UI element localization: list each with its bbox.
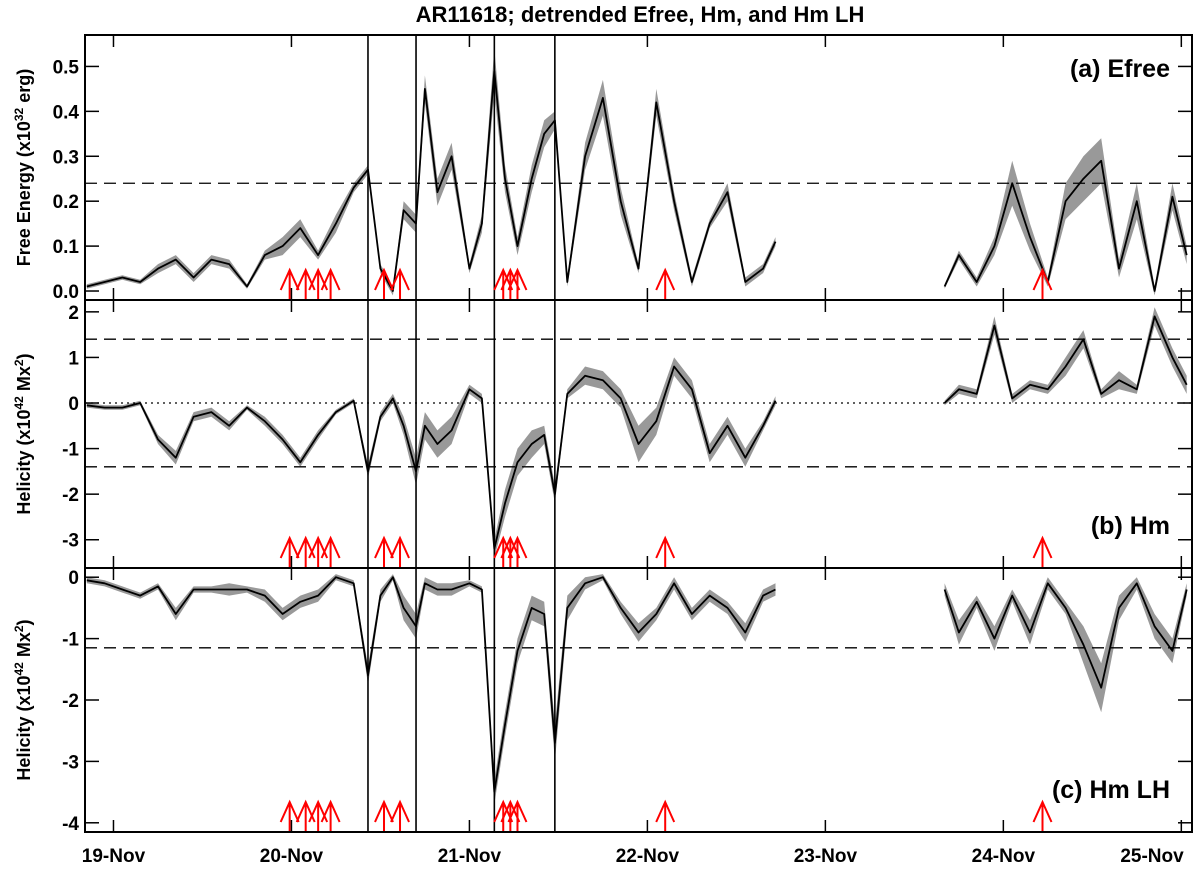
y-tick-label: 0 — [68, 394, 79, 415]
y-axis-label-part: Mx — [14, 366, 34, 396]
y-tick-label: -2 — [62, 691, 79, 712]
flare-arrow — [655, 267, 676, 300]
data-line — [86, 70, 1188, 292]
y-axis-label-superscript: 32 — [12, 107, 26, 121]
y-tick-label: 1 — [68, 348, 79, 369]
flare-arrow — [390, 535, 410, 568]
y-axis-label-part: ) — [14, 619, 34, 625]
data-line — [86, 576, 1188, 793]
y-axis-label-part: erg) — [14, 69, 34, 108]
flare-arrow — [1032, 799, 1053, 832]
x-tick-label: 23-Nov — [794, 846, 858, 867]
y-axis-label: Helicity (x1042 Mx2) — [12, 353, 34, 514]
y-tick-label: 0.5 — [53, 57, 80, 78]
y-tick-label: 0.0 — [53, 282, 79, 303]
y-axis-label-part: Helicity (x10 — [14, 676, 34, 781]
flare-arrow — [655, 535, 676, 568]
y-axis-label-superscript: 42 — [12, 662, 26, 676]
flare-arrow — [320, 535, 341, 568]
flare-arrow — [1032, 267, 1053, 300]
panel-2 — [85, 568, 1192, 832]
panel-label: (b) Hm — [1091, 512, 1170, 540]
flare-arrow — [374, 267, 394, 300]
flare-arrow — [320, 267, 341, 300]
x-tick-label: 19-Nov — [82, 846, 146, 867]
uncertainty-band — [86, 574, 1187, 805]
flare-arrow — [320, 799, 341, 832]
y-axis-label-superscript: 2 — [12, 359, 26, 366]
figure-title: AR11618; detrended Efree, Hm, and Hm LH — [416, 2, 865, 27]
flare-arrow — [374, 535, 394, 568]
flare-arrow — [507, 267, 528, 300]
flare-arrow — [390, 267, 410, 300]
flare-arrow — [279, 799, 300, 832]
panel-0 — [85, 35, 1192, 300]
x-tick-label: 22-Nov — [616, 846, 680, 867]
x-tick-label: 24-Nov — [972, 846, 1036, 867]
y-tick-label: -4 — [62, 814, 79, 835]
flare-arrow — [279, 535, 300, 568]
flare-arrow — [390, 799, 410, 832]
y-tick-label: -3 — [62, 531, 79, 552]
y-axis-label-part: Free Energy (x10 — [14, 121, 34, 266]
flare-arrow — [507, 799, 528, 832]
y-axis-label-part: Mx — [14, 632, 34, 662]
y-axis-label: Free Energy (x1032 erg) — [12, 69, 34, 266]
uncertainty-band — [86, 48, 1187, 296]
y-tick-label: -1 — [62, 630, 79, 651]
data-line — [86, 315, 1188, 550]
y-tick-label: 0.1 — [53, 237, 80, 258]
flare-arrow — [1032, 535, 1053, 568]
y-tick-label: -1 — [62, 440, 79, 461]
flare-arrow — [374, 799, 394, 832]
y-axis-label-superscript: 42 — [12, 396, 26, 410]
y-axis-label-superscript: 2 — [12, 625, 26, 632]
flare-arrow — [507, 535, 528, 568]
x-tick-label: 25-Nov — [1120, 846, 1184, 867]
x-tick-label: 21-Nov — [438, 846, 502, 867]
y-tick-label: -2 — [62, 485, 79, 506]
panel-1 — [85, 300, 1192, 568]
flare-arrow — [655, 799, 676, 832]
panel-label: (a) Efree — [1070, 55, 1170, 83]
panel-frame — [84, 567, 1193, 833]
y-tick-label: 2 — [68, 303, 79, 324]
y-tick-label: 0 — [68, 568, 79, 589]
y-tick-label: 0.4 — [53, 102, 80, 123]
uncertainty-band — [86, 307, 1187, 558]
y-axis-label-part: Helicity (x10 — [14, 410, 34, 515]
y-tick-label: 0.2 — [53, 192, 79, 213]
flare-arrow — [279, 267, 300, 300]
y-axis-label: Helicity (x1042 Mx2) — [12, 619, 34, 780]
y-axis-label-part: ) — [14, 353, 34, 359]
y-tick-label: 0.3 — [53, 147, 79, 168]
x-tick-label: 20-Nov — [260, 846, 324, 867]
panel-label: (c) Hm LH — [1052, 776, 1170, 804]
y-tick-label: -3 — [62, 752, 79, 773]
